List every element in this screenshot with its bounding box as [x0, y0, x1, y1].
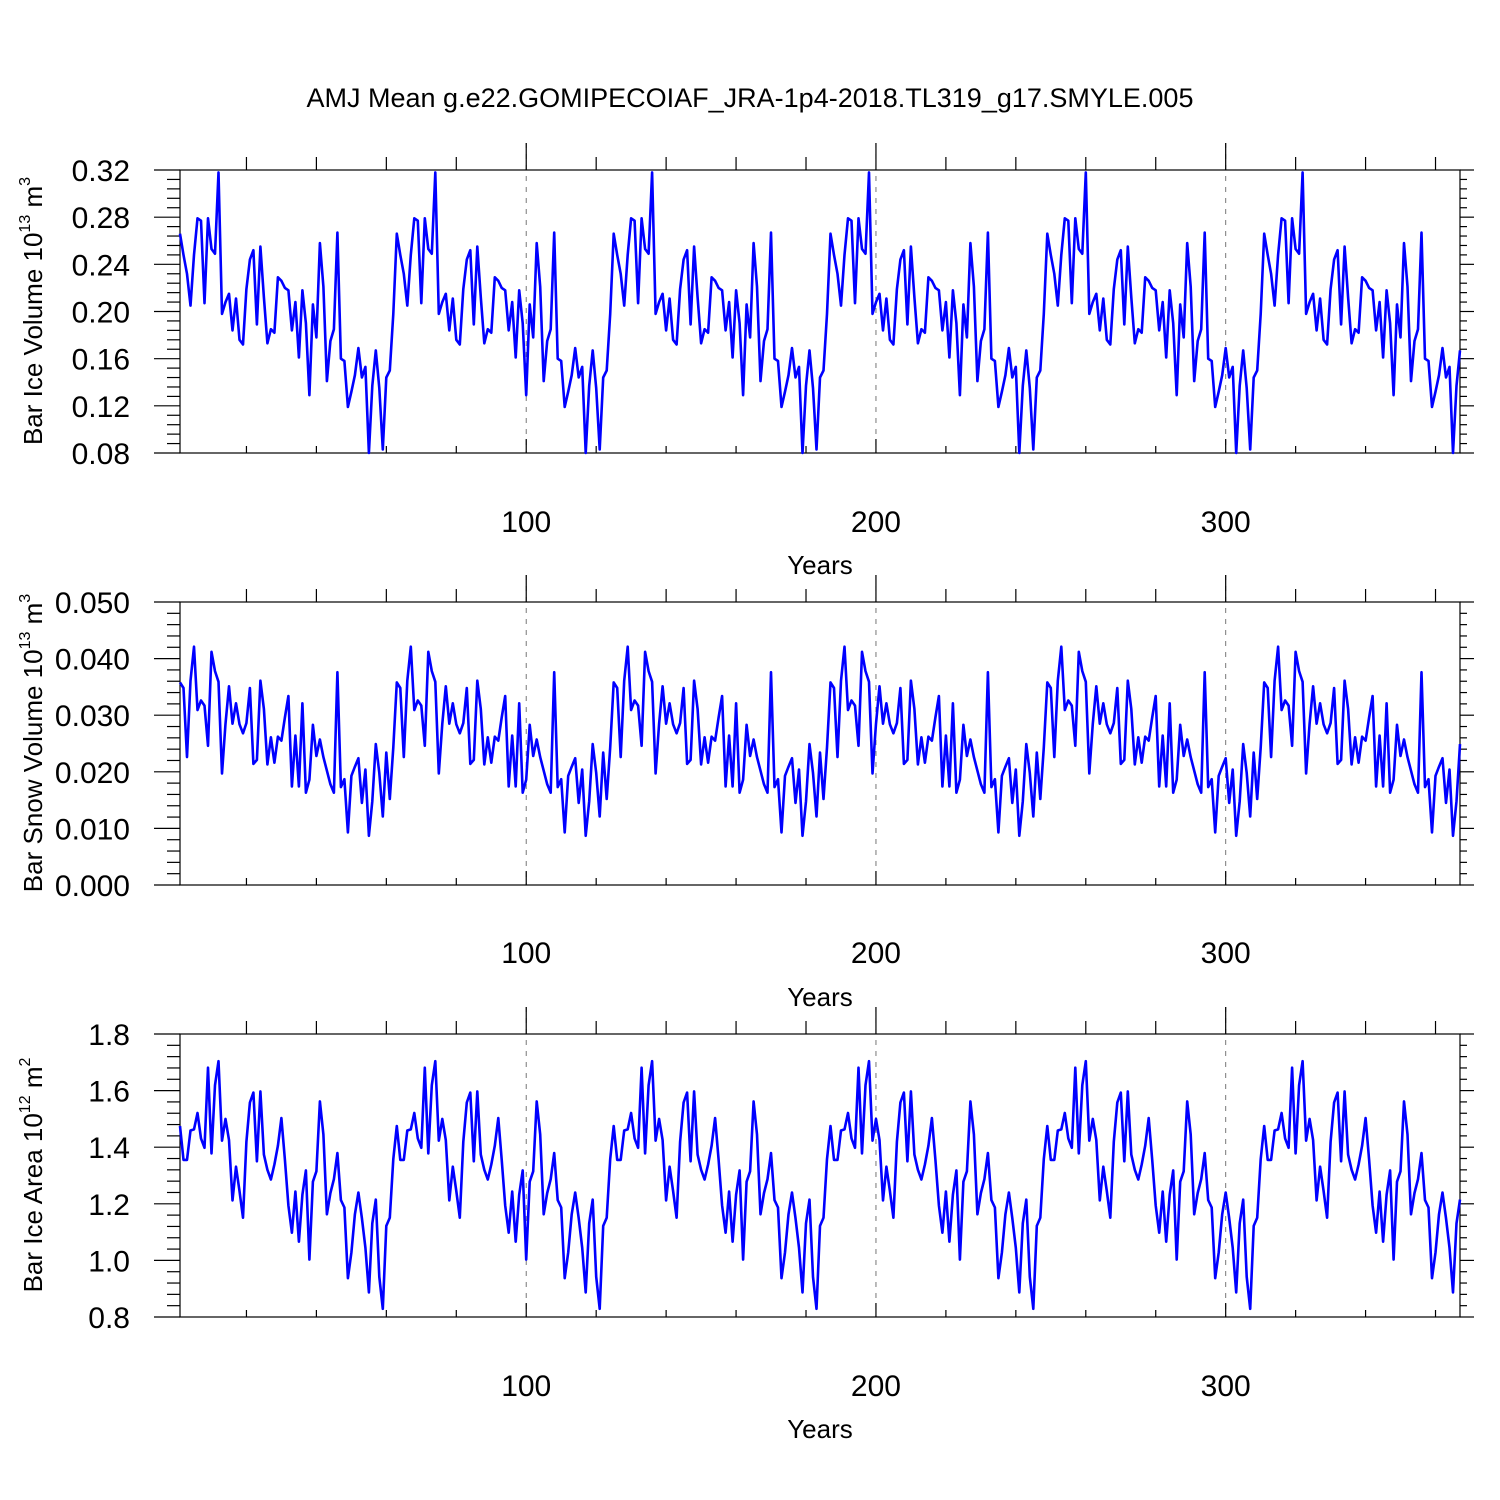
- plot-frame: [179, 601, 1461, 886]
- x-tick-label: 200: [851, 506, 901, 539]
- y-tick-label: 0.020: [55, 757, 130, 790]
- y-tick-label: 0.8: [88, 1302, 130, 1335]
- y-tick-label: 0.24: [72, 249, 130, 282]
- chart-panel-3: 0.8 1.0 1.2 1.4 1.6 1.8 100 200 300 Years Bar Ice …: [17, 1007, 1474, 1444]
- y-tick-label: 0.28: [72, 202, 130, 235]
- x-tick-label: 100: [501, 1370, 551, 1403]
- series-line: [178, 1059, 1462, 1311]
- y-axis-label: Bar Snow Volume 1013 m3: [17, 594, 48, 893]
- x-tick-label: 100: [501, 937, 551, 970]
- y-tick-label: 0.20: [72, 297, 130, 330]
- y-tick-label: 0.16: [72, 344, 130, 377]
- chart-panel-1: 0.08 0.12 0.16 0.20 0.24 0.28 0.32 100 200 300 Yea…: [17, 143, 1474, 580]
- y-tick-label: 1.0: [88, 1245, 130, 1278]
- x-tick-label: 300: [1201, 506, 1251, 539]
- x-tick-label: 300: [1201, 937, 1251, 970]
- x-tick-label: 100: [501, 506, 551, 539]
- x-tick-label: 300: [1201, 1370, 1251, 1403]
- y-tick-label: 0.08: [72, 438, 130, 471]
- x-axis-label: Years: [787, 1414, 853, 1444]
- x-axis-label: Years: [787, 982, 853, 1012]
- y-tick-label: 0.030: [55, 700, 130, 733]
- x-tick-label: 200: [851, 937, 901, 970]
- y-tick-label: 0.010: [55, 813, 130, 846]
- y-tick-label: 1.2: [88, 1189, 130, 1222]
- y-tick-label: 0.000: [55, 870, 130, 903]
- series-line: [178, 171, 1462, 455]
- chart-panel-2: 0.000 0.010 0.020 0.030 0.040 0.050 100 200 300 Y…: [17, 575, 1474, 1012]
- y-tick-label: 1.6: [88, 1076, 130, 1109]
- chart-panels: 0.08 0.12 0.16 0.20 0.24 0.28 0.32 100 200 300 Yea…: [17, 143, 1474, 1444]
- x-tick-label: 200: [851, 1370, 901, 1403]
- figure-title: AMJ Mean g.e22.GOMIPECOIAF_JRA-1p4-2018.…: [307, 83, 1194, 113]
- y-axis-label: Bar Ice Area 1012 m2: [17, 1057, 48, 1292]
- y-tick-label: 0.12: [72, 391, 130, 424]
- series-line: [178, 645, 1462, 838]
- y-tick-label: 0.040: [55, 644, 130, 677]
- y-tick-label: 0.32: [72, 155, 130, 188]
- plot-frame: [179, 1033, 1461, 1318]
- y-tick-label: 1.8: [88, 1019, 130, 1052]
- x-axis-label: Years: [787, 550, 853, 580]
- y-tick-label: 0.050: [55, 587, 130, 620]
- y-axis-label: Bar Ice Volume 1013 m3: [17, 177, 48, 445]
- y-tick-label: 1.4: [88, 1132, 130, 1165]
